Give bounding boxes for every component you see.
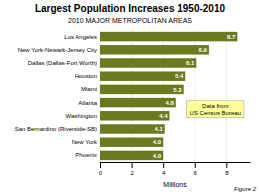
annotation: Data fromUS Census Bureau	[187, 101, 244, 118]
y-tick-label: Atlanta	[78, 100, 97, 106]
x-tick-mark	[163, 162, 164, 168]
grid	[100, 30, 226, 162]
y-tick-label: Miami	[81, 86, 97, 92]
grid-line	[226, 30, 227, 162]
x-tick-mark	[100, 162, 101, 168]
bar	[100, 71, 185, 81]
y-tick: Atlanta	[78, 100, 97, 106]
y-tick: New York	[72, 139, 98, 145]
data-label: 5.4	[175, 73, 184, 79]
data-labels: 4.0 4.0 4.1 4.4 4.8 5.3 5.4 6.1 6.9 8.7	[153, 34, 236, 159]
annotation-text: Data fromUS Census Bureau	[190, 103, 241, 116]
annotation-box	[187, 101, 244, 118]
y-tick-label: New York	[72, 139, 98, 145]
data-label: 6.9	[199, 47, 208, 53]
x-tick-label: 6	[194, 170, 198, 176]
x-tick: 2	[130, 162, 134, 176]
bar	[100, 45, 209, 55]
y-tick-label: Dallas (Dallas-Fort Worth)	[28, 60, 97, 66]
y-tick: Houston	[75, 73, 97, 79]
data-label: 8.7	[227, 34, 236, 40]
x-tick-mark	[132, 162, 133, 168]
x-tick: 8	[225, 162, 229, 176]
y-tick-label: New York-Newark-Jersey City	[18, 47, 97, 53]
bar	[100, 32, 237, 42]
data-label: 5.3	[173, 87, 182, 93]
chart: Largest Population Increases 1950-201020…	[0, 0, 260, 194]
y-tick-label: Phoenix	[75, 152, 97, 158]
bars	[100, 32, 237, 160]
x-tick-mark	[195, 162, 196, 168]
bar	[100, 137, 163, 147]
data-label: 6.1	[186, 60, 195, 66]
x-tick: 4	[162, 162, 166, 176]
y-tick: Dallas (Dallas-Fort Worth)	[28, 60, 97, 66]
x-tick-label: 2	[130, 170, 134, 176]
annotation-line: Data from	[202, 103, 228, 109]
plot-area: 4.0 4.0 4.1 4.4 4.8 5.3 5.4 6.1 6.9 8.7 0 2 4 6 8 Phoen…	[15, 30, 251, 176]
data-label: 4.1	[154, 126, 163, 132]
y-tick: San Bernardino (Riverside-SB)	[15, 126, 97, 132]
bar	[100, 98, 176, 108]
y-tick: Miami	[81, 86, 97, 92]
figure-label: Figure 2	[234, 186, 257, 192]
annotation-line: US Census Bureau	[190, 110, 241, 116]
bar	[100, 85, 184, 95]
y-tick-label: San Bernardino (Riverside-SB)	[15, 126, 97, 132]
data-label: 4.0	[153, 139, 162, 145]
x-axis-title: Millions	[163, 181, 187, 188]
data-label: 4.4	[159, 113, 168, 119]
y-tick: Los Angeles	[64, 34, 97, 40]
subtitle: 2010 MAJOR METROPOLITAN AREAS	[68, 17, 192, 24]
bar	[100, 124, 165, 134]
bar	[100, 58, 196, 68]
y-tick: New York-Newark-Jersey City	[18, 47, 97, 53]
y-tick-label: Los Angeles	[64, 34, 97, 40]
x-axis: 0 2 4 6 8	[99, 162, 251, 176]
bar	[100, 111, 169, 121]
x-tick: 0	[99, 162, 103, 176]
bar	[100, 151, 163, 161]
x-tick-label: 0	[99, 170, 103, 176]
data-label: 4.8	[165, 100, 174, 106]
y-tick: Washington	[66, 113, 97, 119]
x-tick: 6	[194, 162, 198, 176]
y-tick-label: Houston	[75, 73, 97, 79]
title: Largest Population Increases 1950-2010	[35, 3, 226, 14]
x-axis-line	[101, 162, 251, 163]
data-label: 4.0	[153, 153, 162, 159]
y-tick: Phoenix	[75, 152, 97, 158]
y-tick-label: Washington	[66, 113, 97, 119]
x-tick-label: 4	[162, 170, 166, 176]
x-tick-mark	[226, 162, 227, 168]
y-axis: Phoenix New York San Bernardino (Riverside…	[15, 34, 98, 159]
x-tick-label: 8	[225, 170, 229, 176]
